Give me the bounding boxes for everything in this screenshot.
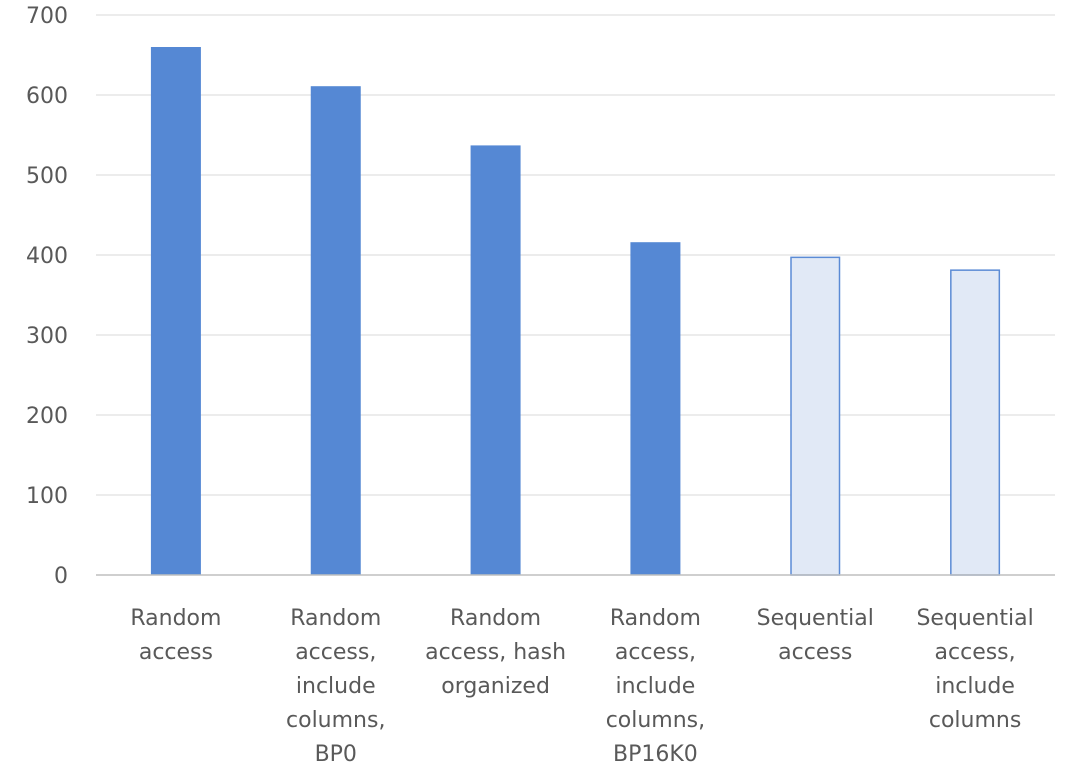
y-tick-label: 0 bbox=[54, 564, 68, 589]
x-tick-label: Random access, include columns, BP16K0 bbox=[606, 606, 705, 767]
bar bbox=[310, 86, 361, 575]
bar bbox=[150, 47, 201, 575]
x-tick-label-line: access, bbox=[295, 640, 376, 665]
y-tick-label: 600 bbox=[26, 84, 68, 109]
x-tick-label-line: organized bbox=[441, 674, 550, 699]
x-tick-label-line: include bbox=[935, 674, 1015, 699]
y-tick-label: 400 bbox=[26, 244, 68, 269]
x-tick-label-line: columns, bbox=[606, 708, 705, 733]
y-tick-label: 100 bbox=[26, 484, 68, 509]
x-tick-label-line: access, hash bbox=[425, 640, 566, 665]
bar bbox=[470, 145, 521, 575]
x-tick-label-line: Sequential bbox=[916, 606, 1033, 631]
x-tick-label-line: BP16K0 bbox=[613, 742, 698, 767]
x-tick-label-line: access bbox=[139, 640, 213, 665]
y-tick-label: 500 bbox=[26, 164, 68, 189]
x-tick-label-line: Random bbox=[130, 606, 221, 631]
x-tick-label: Sequential access, include columns bbox=[916, 606, 1033, 733]
x-tick-label: Random access bbox=[130, 606, 221, 665]
bar bbox=[790, 256, 841, 576]
x-tick-label-line: Random bbox=[610, 606, 701, 631]
x-tick-label-line: columns, bbox=[286, 708, 385, 733]
x-tick-label: Sequential access bbox=[757, 606, 874, 665]
x-axis-labels: Random access Random access, include columns,… bbox=[130, 606, 1033, 767]
x-tick-label-line: BP0 bbox=[315, 742, 357, 767]
x-tick-label-line: access, bbox=[615, 640, 696, 665]
bar bbox=[630, 242, 681, 575]
y-tick-label: 200 bbox=[26, 404, 68, 429]
x-tick-label-line: access, bbox=[935, 640, 1016, 665]
x-tick-label-line: access bbox=[778, 640, 852, 665]
y-tick-label: 700 bbox=[26, 4, 68, 29]
bar bbox=[950, 269, 1001, 576]
x-tick-label-line: Random bbox=[450, 606, 541, 631]
gridlines bbox=[96, 14, 1055, 496]
y-tick-label: 300 bbox=[26, 324, 68, 349]
x-tick-label-line: include bbox=[616, 674, 696, 699]
x-tick-label: Random access, hash organized bbox=[425, 606, 566, 699]
x-tick-label-line: include bbox=[296, 674, 376, 699]
x-tick-label: Random access, include columns, BP0 bbox=[286, 606, 385, 767]
x-tick-label-line: Sequential bbox=[757, 606, 874, 631]
y-axis-ticks: 0 100 200 300 400 500 600 700 bbox=[26, 4, 68, 589]
x-tick-label-line: Random bbox=[290, 606, 381, 631]
x-tick-label-line: columns bbox=[929, 708, 1021, 733]
bars bbox=[150, 47, 1001, 576]
